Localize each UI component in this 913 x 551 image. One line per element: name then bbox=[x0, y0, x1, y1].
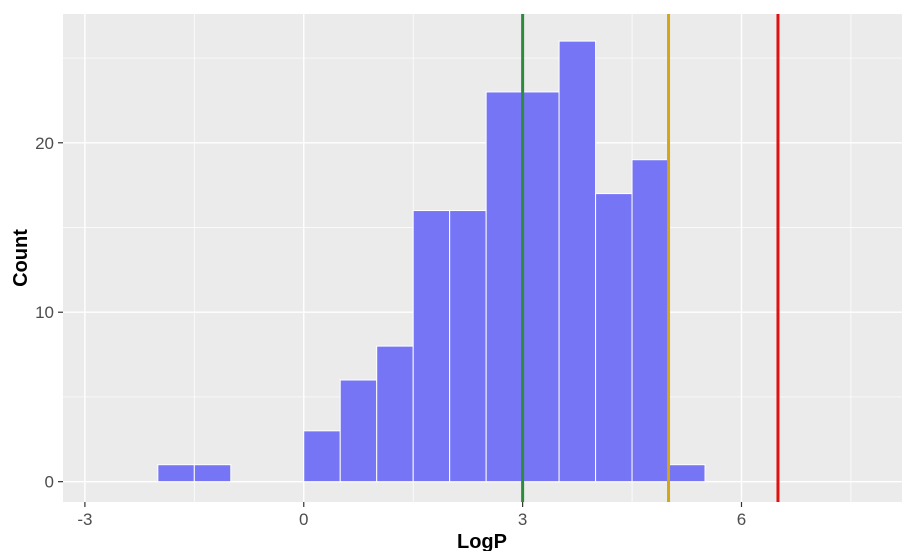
histogram-bars bbox=[157, 40, 706, 483]
x-axis: -3 0 3 6 bbox=[77, 502, 746, 529]
histogram-bar bbox=[303, 430, 341, 483]
reference-lines bbox=[521, 14, 780, 502]
y-tick-label: 10 bbox=[35, 303, 54, 322]
histogram-bar bbox=[522, 91, 560, 483]
x-tick-label: 0 bbox=[299, 510, 308, 529]
histogram-bar bbox=[449, 210, 487, 483]
histogram-bar bbox=[339, 379, 378, 483]
y-axis-title: Count bbox=[10, 229, 32, 287]
histogram-bar bbox=[631, 159, 670, 483]
histogram-bar bbox=[668, 464, 706, 483]
x-axis-title: LogP bbox=[457, 531, 507, 551]
x-tick-label: 3 bbox=[518, 510, 527, 529]
x-tick-label: -3 bbox=[77, 510, 92, 529]
x-tick-label: 6 bbox=[737, 510, 746, 529]
histogram-bar bbox=[193, 464, 232, 483]
y-tick-label: 20 bbox=[35, 134, 54, 153]
histogram-bar bbox=[412, 210, 451, 483]
histogram-bar bbox=[157, 464, 195, 483]
histogram-bar bbox=[595, 193, 633, 483]
histogram-bar bbox=[558, 40, 597, 483]
y-axis: 0 10 20 bbox=[35, 134, 63, 492]
histogram-bar bbox=[485, 91, 524, 483]
histogram-bar bbox=[376, 345, 414, 483]
y-tick-label: 0 bbox=[45, 473, 54, 492]
